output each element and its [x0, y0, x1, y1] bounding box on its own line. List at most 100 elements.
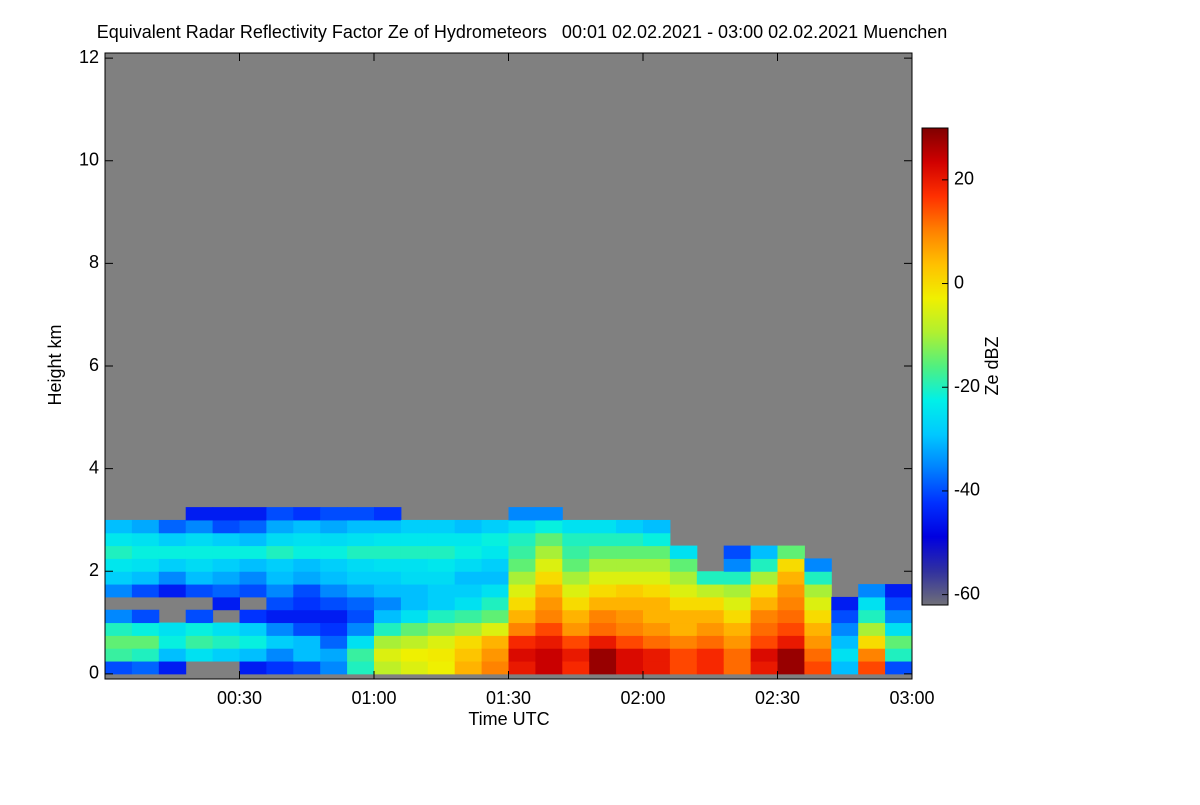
colorbar-tick-label: 20 — [954, 169, 974, 189]
heatmap-cell — [320, 635, 348, 649]
heatmap-cell — [669, 584, 698, 598]
heatmap-cell — [643, 609, 671, 624]
heatmap-cell — [105, 532, 133, 547]
heatmap-cell — [347, 609, 375, 624]
heatmap-cell — [696, 571, 725, 585]
heatmap-cell — [723, 622, 752, 636]
heatmap-cell — [320, 545, 348, 559]
heatmap-cell — [562, 661, 590, 675]
y-tick-label: 6 — [89, 355, 99, 375]
heatmap-cell — [239, 584, 267, 598]
heatmap-cell — [320, 622, 348, 636]
heatmap-cell — [885, 635, 913, 649]
heatmap-cell — [266, 519, 294, 534]
heatmap-cell — [158, 545, 187, 559]
heatmap-cell — [427, 545, 456, 559]
heatmap-cell — [777, 545, 805, 559]
heatmap-cell — [508, 648, 536, 662]
heatmap-cell — [293, 635, 321, 649]
heatmap-cell — [293, 532, 321, 547]
heatmap-cell — [562, 519, 590, 534]
heatmap-cell — [374, 648, 402, 662]
heatmap-cell — [562, 532, 590, 547]
heatmap-cell — [293, 609, 321, 624]
heatmap-cell — [266, 558, 294, 572]
heatmap-cell — [777, 609, 805, 624]
heatmap-cell — [616, 584, 644, 598]
heatmap-cell — [481, 519, 509, 534]
heatmap-cell — [777, 635, 805, 649]
heatmap-cell — [400, 661, 429, 675]
heatmap-cell — [777, 584, 805, 598]
heatmap-cell — [750, 596, 778, 611]
x-tick-label: 01:30 — [486, 688, 531, 708]
heatmap-cell — [643, 519, 671, 534]
heatmap-cell — [266, 532, 294, 547]
heatmap-cell — [723, 635, 752, 649]
heatmap-cell — [723, 584, 752, 598]
heatmap-cell — [643, 545, 671, 559]
heatmap-cell — [589, 648, 617, 662]
heatmap-cell — [481, 545, 509, 559]
heatmap-cell — [777, 661, 805, 675]
heatmap-cell — [374, 532, 402, 547]
heatmap-cell — [481, 532, 509, 547]
heatmap-cell — [131, 532, 160, 547]
heatmap-cell — [293, 596, 321, 611]
heatmap-cell — [105, 545, 133, 559]
heatmap-cell — [750, 661, 778, 675]
heatmap-cell — [400, 596, 429, 611]
heatmap-cell — [508, 635, 536, 649]
heatmap-cell — [212, 584, 240, 598]
heatmap-cell — [320, 596, 348, 611]
heatmap-cell — [804, 648, 832, 662]
heatmap-cell — [212, 596, 240, 611]
heatmap-cell — [347, 596, 375, 611]
heatmap-cell — [185, 609, 214, 624]
heatmap-cell — [293, 545, 321, 559]
heatmap-cell — [669, 596, 698, 611]
heatmap-cell — [454, 584, 483, 598]
heatmap-cell — [508, 661, 536, 675]
heatmap-cell — [669, 545, 698, 559]
heatmap-cell — [454, 635, 483, 649]
heatmap-cell — [454, 571, 483, 585]
heatmap-cell — [374, 545, 402, 559]
heatmap-cell — [320, 661, 348, 675]
heatmap-cell — [105, 519, 133, 534]
heatmap-cell — [589, 635, 617, 649]
x-tick-label: 03:00 — [889, 688, 934, 708]
heatmap-cell — [616, 571, 644, 585]
heatmap-cell — [454, 558, 483, 572]
heatmap-cell — [374, 635, 402, 649]
heatmap-cell — [508, 532, 536, 547]
heatmap-cell — [347, 661, 375, 675]
heatmap-cell — [669, 622, 698, 636]
heatmap-cell — [804, 635, 832, 649]
x-tick-label: 01:00 — [351, 688, 396, 708]
heatmap-cell — [562, 571, 590, 585]
heatmap-cell — [616, 558, 644, 572]
colorbar-tick-label: 0 — [954, 272, 964, 292]
heatmap-cell — [804, 584, 832, 598]
heatmap-cell — [669, 558, 698, 572]
heatmap-cell — [212, 571, 240, 585]
heatmap-cell — [400, 648, 429, 662]
heatmap-cell — [643, 558, 671, 572]
heatmap-cell — [562, 635, 590, 649]
heatmap-cell — [858, 596, 886, 611]
heatmap-cell — [454, 545, 483, 559]
heatmap-cell — [105, 558, 133, 572]
heatmap-cell — [508, 558, 536, 572]
heatmap-cell — [454, 661, 483, 675]
heatmap-cell — [616, 661, 644, 675]
heatmap-cell — [347, 545, 375, 559]
heatmap-cell — [185, 571, 214, 585]
heatmap-cell — [804, 558, 832, 572]
heatmap-cell — [185, 545, 214, 559]
heatmap-cell — [750, 635, 778, 649]
heatmap-cell — [562, 596, 590, 611]
heatmap-cell — [158, 532, 187, 547]
heatmap-cell — [535, 596, 563, 611]
heatmap-cell — [266, 545, 294, 559]
